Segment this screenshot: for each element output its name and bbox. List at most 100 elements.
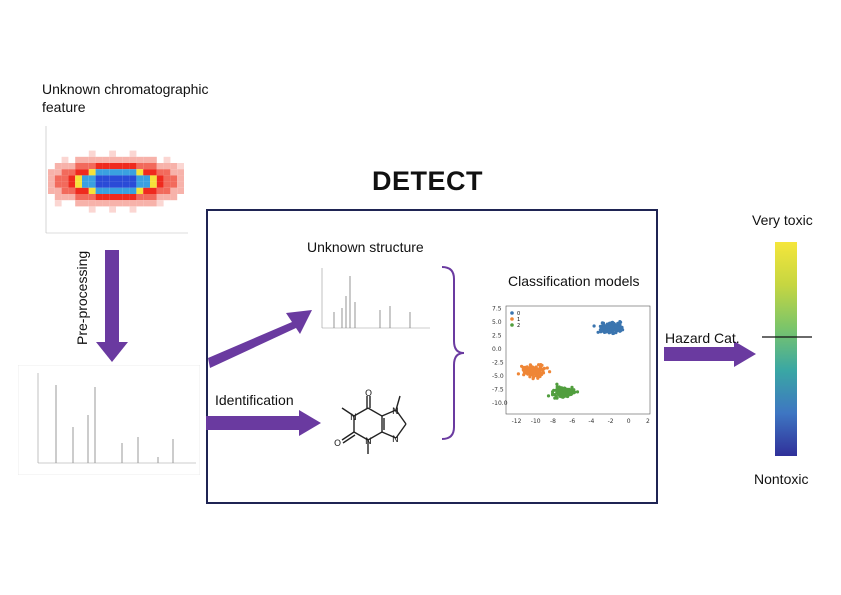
scatter-point [552,388,556,392]
heatmap-cell [129,206,137,213]
svg-text:N: N [350,413,357,423]
scatter-point [536,376,540,380]
scatter-point [538,373,542,377]
heatmap-cell [129,181,137,188]
heatmap-cell [82,200,89,207]
heatmap-cell [54,175,62,182]
heatmap-cell [95,187,103,194]
heatmap-cell [122,200,130,207]
preprocessing-label: Pre-processing [74,250,90,345]
scatter-point [572,391,576,395]
heatmap-cell [136,181,144,188]
scatter-point [553,393,557,397]
heatmap-cell [122,156,130,163]
scatter-point [604,330,608,334]
scatter-point [542,366,546,370]
legend-marker [510,311,514,315]
heatmap-cell [68,187,76,194]
caffeine-structure: O O N N N N [334,389,407,454]
scatter-point [553,396,557,400]
scatter-x-tick: -10 [531,418,541,425]
heatmap-cell [150,181,157,188]
scatter-point [575,390,580,394]
scatter-point [525,365,529,369]
heatmap-cell [136,163,144,170]
heatmap-cell [177,175,184,182]
nontoxic-label: Nontoxic [754,471,809,487]
heatmap-cell [95,200,103,207]
heatmap-cell [102,187,110,194]
heatmap-cell [156,200,164,207]
scatter-point [607,325,611,329]
grouping-brace [441,266,465,440]
heatmap-cell [75,156,82,163]
heatmap-cell [109,206,116,213]
heatmap-cell [163,181,171,188]
heatmap-cell [143,156,150,163]
scatter-point [592,324,596,328]
scatter-point [534,365,538,369]
scatter-point [618,320,622,324]
heatmap-cell [156,181,164,188]
heatmap-cell [75,163,82,170]
structure-spectrum-thumbnail [312,262,434,336]
heatmap-cell [163,156,171,163]
heatmap-cell [88,150,96,157]
heatmap-cell [61,181,69,188]
heatmap-cell [68,163,76,170]
heatmap-cell [136,169,144,176]
heatmap-cell [95,194,103,201]
heatmap-cell [156,175,164,182]
hazard-category-label: Hazard Cat. [665,330,740,346]
heatmap-cell [122,187,130,194]
heatmap-cell [116,200,123,207]
heatmap-cell [54,163,62,170]
heatmap-cell [68,175,76,182]
scatter-y-tick: 0.0 [492,346,502,353]
heatmap-cell [54,194,62,201]
legend-label: 0 [517,311,520,317]
heatmap-cell [75,194,82,201]
scatter-y-tick: -10.0 [492,400,508,407]
heatmap-cell [136,194,144,201]
heatmap-cell [150,163,157,170]
svg-text:O: O [365,389,372,399]
scatter-point [608,321,612,325]
heatmap-cell [136,156,144,163]
heatmap-cell [122,194,130,201]
heatmap-cell [54,187,62,194]
scatter-point [536,369,540,373]
heatmap-cell [61,175,69,182]
heatmap-cell [156,169,164,176]
heatmap-cell [170,163,178,170]
heatmap-cell [102,194,110,201]
heatmap-cell [61,194,69,201]
mass-spectrum-thumbnail [18,365,200,475]
heatmap-cell [150,175,157,182]
heatmap-cell [95,181,103,188]
scatter-point [555,396,559,400]
heatmap-cell [170,175,178,182]
heatmap-cell [61,156,69,163]
heatmap-cell [75,169,82,176]
scatter-x-tick: -4 [588,418,594,425]
heatmap-cell [82,169,89,176]
svg-text:O: O [334,439,341,449]
heatmap-cell [61,187,69,194]
heatmap-cell [143,163,150,170]
heatmap-cell [102,200,110,207]
heatmap-cell [54,200,62,207]
heatmap-cell [88,200,96,207]
heatmap-cell [122,175,130,182]
heatmap-cell [109,194,116,201]
scatter-point [531,375,536,379]
heatmap-cell [170,194,178,201]
heatmap-cell [156,163,164,170]
svg-text:N: N [392,435,399,445]
svg-text:N: N [392,407,399,417]
heatmap-cell [129,187,137,194]
heatmap-cell [109,200,116,207]
scatter-y-tick: -2.5 [492,360,504,367]
legend-label: 1 [517,317,520,323]
scatter-point [567,390,571,394]
